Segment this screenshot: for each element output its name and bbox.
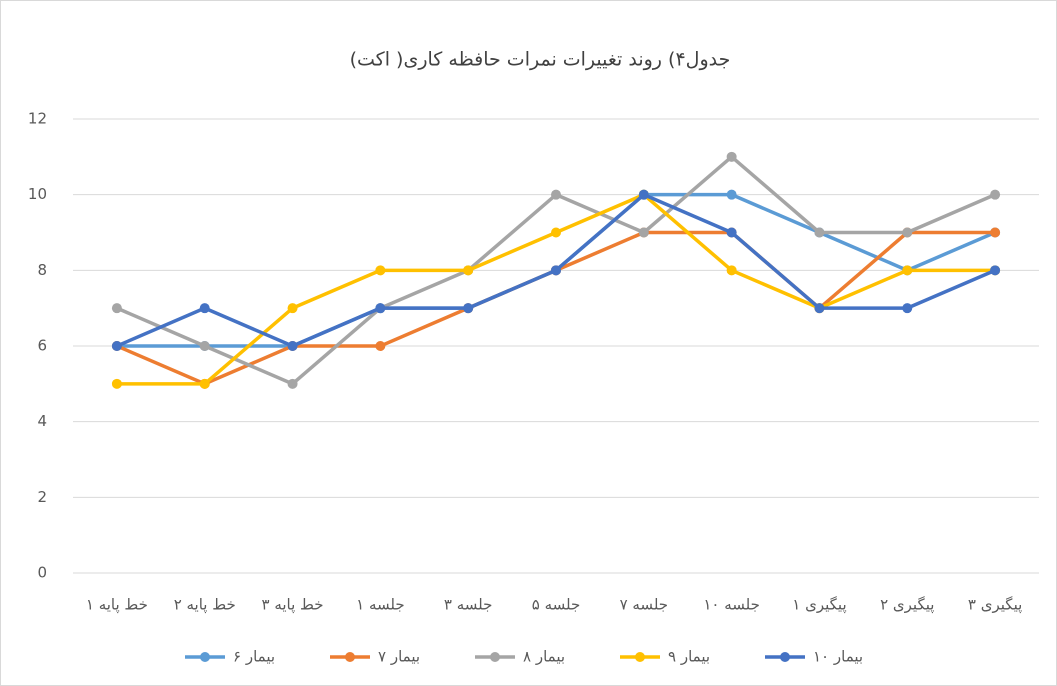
x-tick-label: پیگیری ۳ [968,596,1022,615]
x-tick-label: جلسه ۵ [532,596,581,614]
point [726,265,737,276]
point [463,303,474,314]
point [990,189,1001,200]
point [287,341,298,351]
y-tick-label: 2 [37,488,47,506]
point [375,303,386,314]
point [551,189,561,200]
y-tick-label: 0 [37,564,47,582]
point [638,189,649,200]
point [726,151,737,162]
legend-marker [780,652,790,662]
point [111,378,122,389]
point [199,303,210,314]
x-tick-label: خط پایه ۳ [262,596,324,615]
legend-label: بیمار ۶ [233,648,275,666]
y-tick-label: 4 [37,412,47,430]
legend-label: بیمار ۷ [378,648,420,666]
legend-marker [490,652,500,662]
point [199,378,210,389]
point [551,265,561,276]
legend-marker [200,652,210,662]
x-tick-label: خط پایه ۲ [174,596,236,615]
x-tick-label: پیگیری ۲ [880,596,934,615]
point [814,227,825,238]
point [287,378,298,389]
y-tick-label: 8 [37,261,47,279]
point [902,303,913,314]
legend-label: بیمار ۹ [668,648,710,666]
point [726,189,737,200]
legend-marker [635,652,645,662]
x-tick-label: پیگیری ۱ [792,596,846,615]
y-tick-label: 12 [28,110,47,128]
x-tick-label: خط پایه ۱ [86,596,148,615]
legend-label: بیمار ۸ [523,648,565,666]
x-tick-label: جلسه ۷ [620,596,669,614]
x-tick-label: جلسه ۳ [444,596,493,614]
point [375,341,386,351]
point [463,265,474,276]
point [111,341,122,351]
point [990,265,1001,276]
point [111,303,122,314]
point [375,265,386,276]
point [902,227,913,238]
legend-label: بیمار ۱۰ [813,648,863,666]
point [814,303,825,314]
legend-marker [345,652,355,662]
point [902,265,913,276]
chart-title: جدول۴) روند تغییرات نمرات حافظه کاری( اک… [350,49,731,71]
point [199,341,210,351]
x-tick-label: جلسه ۱۰ [703,596,760,614]
point [287,303,298,314]
point [551,227,561,238]
point [990,227,1001,238]
point [638,227,649,238]
y-tick-label: 10 [28,185,47,203]
point [726,227,737,238]
y-tick-label: 6 [37,337,47,355]
x-tick-label: جلسه ۱ [356,596,405,614]
